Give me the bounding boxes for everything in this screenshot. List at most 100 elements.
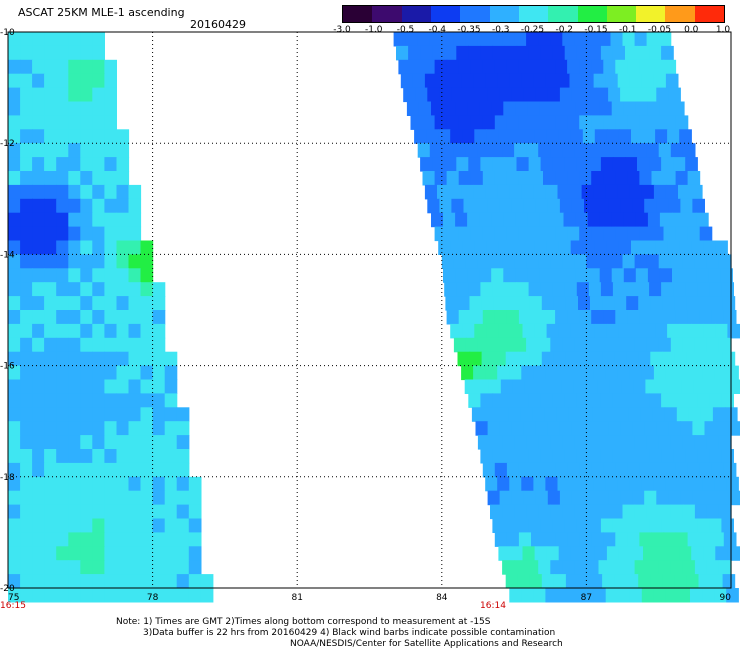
heatmap-cell [104,240,117,255]
heatmap-cell [627,462,640,478]
heatmap-cell [526,435,539,450]
heatmap-cell [578,296,591,311]
heatmap-cell [462,323,475,339]
heatmap-cell [80,393,93,408]
heatmap-cell [522,546,536,561]
heatmap-cell [498,546,512,561]
heatmap-cell [68,462,81,478]
heatmap-cell [556,407,569,422]
heatmap-cell [685,282,698,297]
heatmap-cell [506,171,520,186]
heatmap-cell [116,171,130,186]
heatmap-cell [655,240,668,255]
heatmap-cell [20,59,33,75]
heatmap-cell [639,310,652,325]
heatmap-cell [718,504,732,520]
heatmap-cell [449,184,462,200]
heatmap-cell [470,59,484,75]
heatmap-cell [481,296,495,311]
heatmap-cell [559,421,573,436]
heatmap-cell [44,393,57,408]
heatmap-cell [56,435,69,450]
heatmap-cell [563,268,577,283]
heatmap-cell [44,296,57,311]
heatmap-cell [32,504,45,520]
heatmap-cell [579,171,592,186]
heatmap-cell [581,184,595,200]
heatmap-cell [20,143,33,158]
heatmap-cell [116,476,130,492]
heatmap-cell [637,157,650,172]
heatmap-cell [469,351,483,367]
heatmap-cell [653,184,667,200]
heatmap-cell [524,379,538,394]
heatmap-cell [128,462,142,478]
heatmap-cell [709,518,722,533]
heatmap-cell [20,365,33,381]
heatmap-cell [164,518,178,533]
heatmap-cell [164,574,178,589]
heatmap-cell [80,546,93,561]
heatmap-cell [665,588,679,603]
heatmap-cell [653,588,667,603]
heatmap-cell [8,226,21,242]
heatmap-cell [550,337,563,353]
heatmap-cell [92,73,105,89]
heatmap-cell [641,588,655,603]
heatmap-cell [691,240,704,255]
heatmap-cell [140,476,154,492]
heatmap-cell [644,490,657,506]
heatmap-cell [557,365,571,381]
heatmap-cell [92,407,105,422]
heatmap-cell [8,574,21,589]
heatmap-cell [590,351,603,367]
heatmap-cell [661,157,674,172]
heatmap-cell [140,296,154,311]
heatmap-cell [32,407,45,422]
heatmap-cell [688,407,702,422]
heatmap-cell [116,184,130,200]
heatmap-cell [584,198,597,214]
heatmap-cell [461,73,474,89]
colorbar-swatch [343,6,373,22]
heatmap-cell [104,143,117,158]
heatmap-cell [20,198,33,214]
heatmap-cell [546,240,560,255]
heatmap-cell [44,101,57,116]
heatmap-cell [56,59,69,75]
heatmap-cell [140,268,154,283]
heatmap-cell [20,574,33,589]
heatmap-cell [68,574,81,589]
heatmap-cell [598,504,612,520]
heatmap-cell [711,532,725,547]
heatmap-cell [509,588,522,603]
heatmap-cell [582,129,596,144]
heatmap-cell [20,462,33,478]
heatmap-cell [56,393,69,408]
heatmap-cell [681,379,695,394]
heatmap-cell [494,115,508,130]
heatmap-cell [56,518,69,533]
heatmap-cell [658,560,672,575]
heatmap-cell [475,198,489,214]
colorbar-swatch [372,6,402,22]
heatmap-cell [643,129,656,144]
heatmap-cell [563,101,577,116]
heatmap-cell [140,393,154,408]
heatmap-cell [532,407,545,422]
heatmap-cell [551,212,565,228]
heatmap-cell [8,421,21,436]
heatmap-cell [615,462,628,478]
heatmap-cell [20,421,33,436]
heatmap-cell [663,59,677,75]
heatmap-cell [518,532,532,547]
heatmap-cell [152,560,166,575]
heatmap-cell [482,171,496,186]
heatmap-cell [164,546,178,561]
heatmap-cell [116,490,130,506]
heatmap-cell [685,518,698,533]
heatmap-cell [627,115,641,130]
heatmap-cell [538,143,551,158]
heatmap-cell [44,351,57,367]
heatmap-cell [164,365,178,381]
